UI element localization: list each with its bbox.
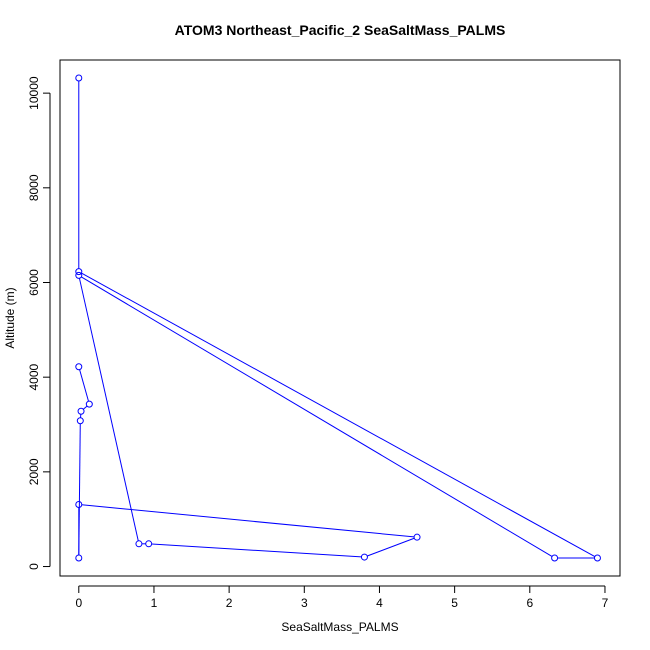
series-segment <box>151 543 362 558</box>
data-point <box>593 554 601 562</box>
x-tick-label: 0 <box>75 596 82 610</box>
y-tick-label: 2000 <box>27 458 41 485</box>
data-point <box>75 271 83 279</box>
data-point <box>360 553 368 561</box>
y-tick-label: 6000 <box>27 269 41 296</box>
data-point <box>75 363 83 371</box>
y-tick-label: 4000 <box>27 364 41 391</box>
x-tick-label: 2 <box>226 596 233 610</box>
x-axis: 0 1 2 3 4 5 6 7 <box>75 585 609 610</box>
series-segment <box>81 272 596 557</box>
series-segment <box>81 504 415 538</box>
series-line <box>78 80 596 559</box>
y-tick-label: 0 <box>27 563 41 570</box>
data-point <box>76 417 84 425</box>
x-tick-label: 4 <box>376 596 383 610</box>
series-segment <box>367 537 415 557</box>
data-point <box>135 540 143 548</box>
data-point <box>75 74 83 82</box>
x-tick-label: 3 <box>301 596 308 610</box>
data-point <box>413 533 421 541</box>
data-point <box>77 407 85 415</box>
y-tick-label: 8000 <box>27 174 41 201</box>
chart-title: ATOM3 Northeast_Pacific_2 SeaSaltMass_PA… <box>175 22 506 38</box>
data-point <box>75 501 83 509</box>
x-tick-label: 1 <box>151 596 158 610</box>
data-point <box>75 268 83 276</box>
data-point <box>551 554 559 562</box>
x-axis-label: SeaSaltMass_PALMS <box>281 620 398 634</box>
x-tick-label: 6 <box>526 596 533 610</box>
y-axis: 0 2000 4000 6000 8000 10000 <box>27 76 51 570</box>
series-segment <box>81 276 553 557</box>
x-tick-label: 7 <box>602 596 609 610</box>
data-point <box>75 554 83 562</box>
series-segment <box>82 405 88 410</box>
data-point <box>85 400 93 408</box>
data-point <box>145 540 153 548</box>
x-tick-label: 5 <box>451 596 458 610</box>
series-points <box>75 74 601 562</box>
y-tick-label: 10000 <box>27 76 41 110</box>
series-segment <box>78 278 139 541</box>
plot-frame <box>59 59 621 577</box>
series-segment <box>79 369 89 402</box>
y-axis-label: Altitude (m) <box>3 287 17 348</box>
series-segment <box>78 423 81 556</box>
